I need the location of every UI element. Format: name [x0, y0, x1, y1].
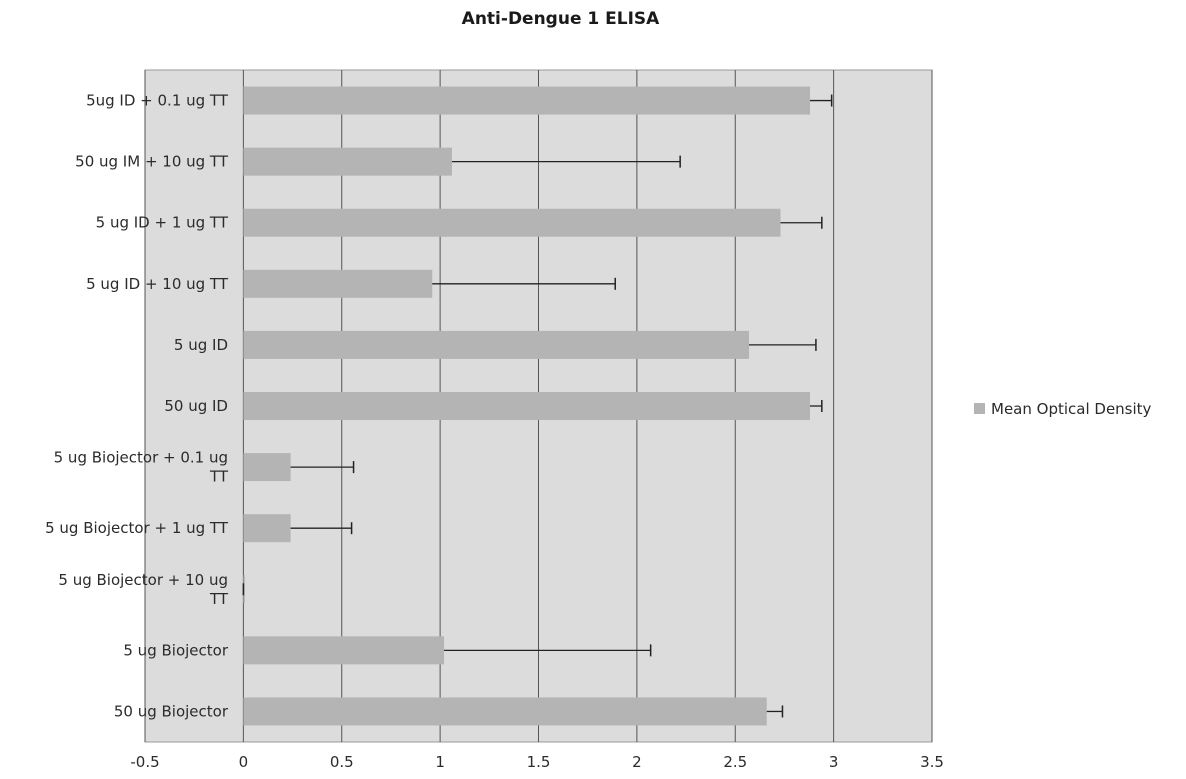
- error-bars: [242, 94, 833, 718]
- error-bar: [444, 644, 652, 657]
- bar: [243, 392, 811, 420]
- chart-title: Anti-Dengue 1 ELISA: [462, 9, 660, 29]
- legend-label: Mean Optical Density: [991, 400, 1152, 418]
- category-label: 5 ug ID + 10 ug TT: [86, 275, 229, 293]
- category-label: TT: [209, 590, 229, 608]
- error-bar: [290, 461, 355, 474]
- legend-swatch: [974, 403, 985, 414]
- error-bar: [766, 705, 784, 718]
- x-tick-label: 1.5: [527, 753, 551, 771]
- x-tick-label: 2.5: [723, 753, 747, 771]
- category-label: 50 ug ID: [164, 397, 228, 415]
- x-tick-label: 1: [435, 753, 445, 771]
- bar: [243, 330, 750, 359]
- category-label: 50 ug Biojector: [114, 702, 229, 720]
- category-label: 5 ug Biojector + 1 ug TT: [45, 519, 229, 537]
- bar: [243, 86, 811, 115]
- bars: [243, 86, 811, 726]
- x-tick-label: 3.5: [920, 753, 944, 771]
- x-tick-label: 3: [829, 753, 839, 771]
- error-bar: [749, 338, 817, 351]
- error-bar: [290, 522, 353, 535]
- error-bar: [451, 155, 681, 168]
- category-label: 50 ug IM + 10 ug TT: [75, 153, 229, 171]
- category-labels: 5ug ID + 0.1 ug TT 50 ug IM + 10 ug TT 5 u…: [45, 92, 229, 721]
- bar: [243, 269, 433, 298]
- bar: [243, 147, 452, 176]
- bar: [243, 453, 291, 482]
- category-label: 5 ug Biojector + 10 ug: [58, 571, 228, 589]
- error-bar: [432, 277, 616, 290]
- x-tick-label: 2: [632, 753, 642, 771]
- category-label: 5 ug Biojector + 0.1 ug: [54, 449, 228, 467]
- bar: [243, 514, 291, 543]
- x-tick-label: -0.5: [130, 753, 159, 771]
- category-label: 5ug ID + 0.1 ug TT: [86, 92, 229, 110]
- x-tick-label: 0: [239, 753, 249, 771]
- bar: [243, 208, 781, 237]
- category-label: 5 ug Biojector: [123, 641, 228, 659]
- x-tick-label: 0.5: [330, 753, 354, 771]
- category-label: 5 ug ID + 1 ug TT: [96, 214, 229, 232]
- error-bar: [810, 94, 833, 107]
- category-label: TT: [209, 468, 229, 486]
- category-label: 5 ug ID: [174, 336, 228, 354]
- legend: Mean Optical Density: [974, 400, 1152, 418]
- error-bar: [780, 216, 823, 229]
- error-bar: [810, 400, 823, 412]
- bar: [243, 636, 445, 665]
- bar: [243, 697, 767, 726]
- x-tick-labels: -0.5 0 0.5 1 1.5 2 2.5 3 3.5: [130, 753, 944, 771]
